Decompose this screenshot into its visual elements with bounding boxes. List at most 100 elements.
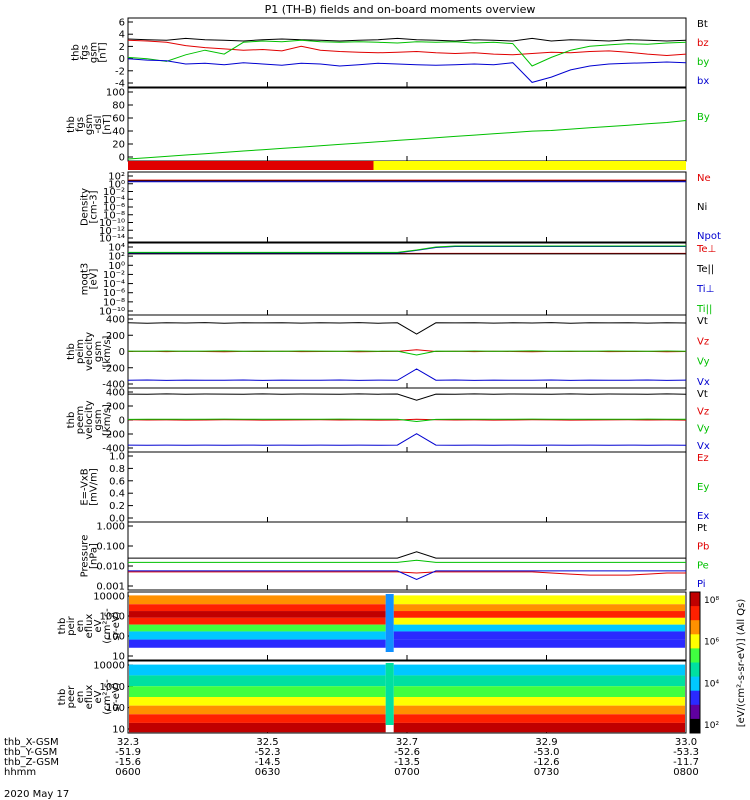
y-tick-label: 200 xyxy=(106,402,125,413)
y-tick-label: -400 xyxy=(102,380,125,391)
y-tick-label: 400 xyxy=(106,315,125,326)
y-axis-label: [mV/m] xyxy=(89,468,100,506)
legend-entry: Pt xyxy=(697,523,707,534)
y-axis-label: en xyxy=(75,620,86,633)
y-axis-label: E=-VxB xyxy=(80,468,91,505)
spectrum-band xyxy=(393,595,685,605)
legend-entry: Ne xyxy=(697,173,711,184)
y-tick-label: 6 xyxy=(119,18,125,29)
spectrum-band xyxy=(129,624,386,632)
y-tick-label: -200 xyxy=(102,363,125,374)
x-tick-label: 32.3 xyxy=(117,737,139,748)
spectrum-band xyxy=(393,722,685,733)
x-tick-label: 0730 xyxy=(534,767,559,778)
colorbar-segment xyxy=(690,662,700,678)
y-tick-label: 1000 xyxy=(100,612,125,623)
y-axis-label: [km/s] xyxy=(102,404,113,436)
legend-entry: Vt xyxy=(697,389,708,400)
y-axis-label: peir xyxy=(66,615,77,635)
y-tick-label: 0.010 xyxy=(96,562,125,573)
colorbar-segment xyxy=(690,690,700,706)
series-line-by xyxy=(127,39,687,67)
y-axis-label: gsm xyxy=(84,114,95,135)
series-line-Bt xyxy=(127,37,687,42)
y-tick-label: 1000 xyxy=(100,682,125,693)
x-row-label: thb_X-GSM xyxy=(4,737,59,748)
spectrum-band xyxy=(393,617,685,625)
y-tick-label: 10² xyxy=(108,252,125,263)
y-tick-label: 1.0 xyxy=(109,452,125,463)
spectrum-band xyxy=(129,705,386,715)
y-tick-label: 0.8 xyxy=(109,464,125,475)
y-tick-label: 100 xyxy=(106,632,125,643)
spectrum-band xyxy=(129,686,386,697)
panel-frame xyxy=(127,171,687,243)
y-tick-label: 200 xyxy=(106,331,125,342)
y-tick-label: 0.2 xyxy=(109,501,125,512)
legend-entry: Npot xyxy=(697,231,721,242)
y-tick-label: 10⁻¹⁰ xyxy=(99,307,125,318)
legend-entry: Ti⊥ xyxy=(696,284,714,295)
y-tick-label: -2 xyxy=(115,66,125,77)
spectrum-band xyxy=(129,631,386,640)
y-axis-label: thb xyxy=(66,343,77,360)
y-axis-label: eflux xyxy=(84,614,95,639)
y-axis-label: moqt3 xyxy=(80,263,91,296)
y-axis-label: sr-eV) xyxy=(111,611,122,640)
panel-frame xyxy=(127,521,687,591)
x-row-label: thb_Z-GSM xyxy=(4,757,59,768)
x-tick-label: -52.6 xyxy=(394,747,420,758)
y-tick-label: 0 xyxy=(119,153,125,164)
colorbar-segment xyxy=(690,704,700,720)
legend-entry: Vy xyxy=(697,424,710,435)
colorbar-segment xyxy=(690,634,700,649)
colorbar-segment xyxy=(690,676,700,692)
colorbar: 10⁸ 10⁶ 10⁴ 10² [eV/(cm²-s-sr-eV)] (All Qs) xyxy=(689,591,747,734)
y-tick-label: 10⁻⁴ xyxy=(103,279,125,290)
y-axis-label: peem xyxy=(75,406,86,434)
y-tick-label: -200 xyxy=(102,430,125,441)
y-axis-label: gsm xyxy=(93,409,104,430)
legend-entry: Bt xyxy=(697,19,708,30)
y-tick-label: 0.001 xyxy=(96,582,125,593)
y-tick-label: 10⁻⁸ xyxy=(103,297,125,308)
legend-entry: Vz xyxy=(697,406,709,417)
spectrum-band xyxy=(393,714,685,723)
spectrum-band xyxy=(393,664,685,676)
colorbar-tick-label: 10⁴ xyxy=(704,679,719,689)
legend-entry: Vt xyxy=(697,316,708,327)
y-tick-label: 400 xyxy=(106,388,125,399)
y-tick-label: 0 xyxy=(119,54,125,65)
y-tick-label: 10⁰ xyxy=(108,261,125,272)
x-tick-label: -14.5 xyxy=(255,757,281,768)
series-line-bz xyxy=(127,39,687,57)
y-axis-label: sr-eV) xyxy=(111,682,122,711)
legend-entry: Ez xyxy=(697,453,709,464)
legend-entry: Te|| xyxy=(696,264,714,275)
spectrum-band xyxy=(129,617,386,625)
series-line-Vx xyxy=(127,368,687,381)
y-tick-label: 0.4 xyxy=(109,489,125,500)
figure-title: P1 (TH-B) fields and on-board moments ov… xyxy=(265,3,536,16)
legend-entry: Vy xyxy=(697,357,710,368)
x-tick-label: 0800 xyxy=(673,767,698,778)
legend-entry: by xyxy=(697,57,709,68)
y-axis-label: fgs xyxy=(75,117,86,132)
spectrum-band xyxy=(129,697,386,706)
legend-entry: By xyxy=(697,112,710,123)
y-axis-label: thb xyxy=(71,44,82,61)
spectrum-band xyxy=(393,631,685,640)
series-line-Pi xyxy=(128,570,686,580)
y-tick-label: 20 xyxy=(112,140,125,151)
legend-entry: Ni xyxy=(697,202,707,213)
y-tick-label: 100 xyxy=(106,703,125,714)
spectrum-band xyxy=(393,639,685,648)
x-tick-label: 32.9 xyxy=(535,737,557,748)
y-axis-label: thb xyxy=(66,116,77,133)
y-tick-label: 1.000 xyxy=(96,522,125,533)
spectrum-band xyxy=(393,705,685,715)
